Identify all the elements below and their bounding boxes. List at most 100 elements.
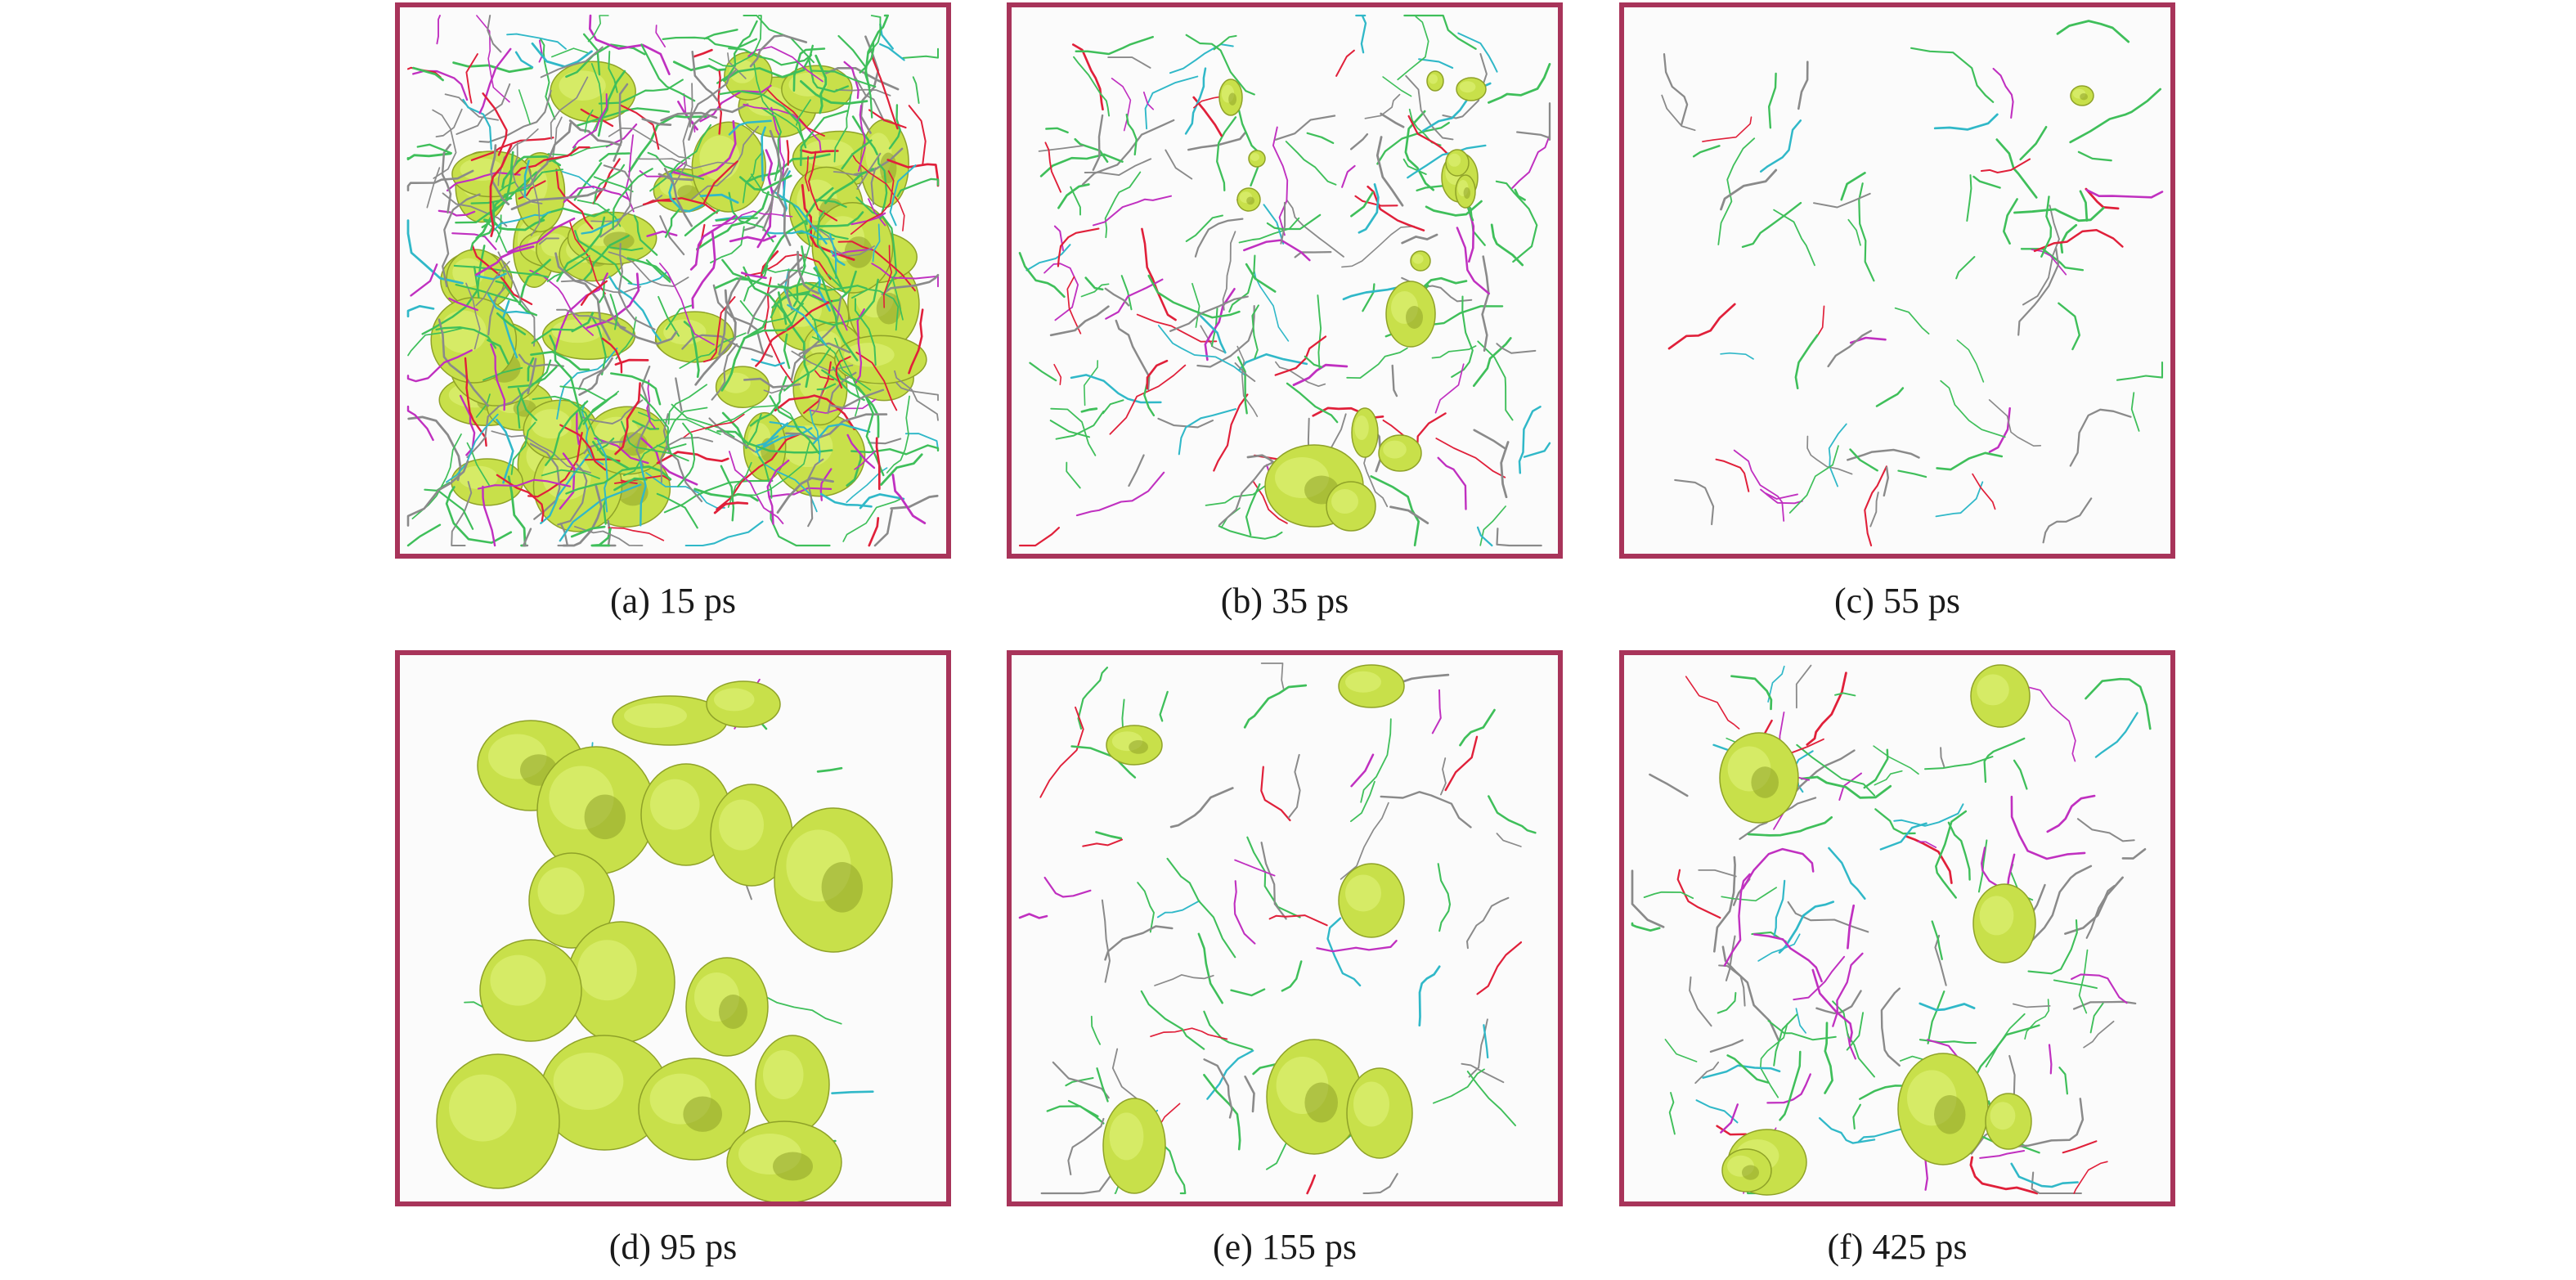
dislocation-line bbox=[819, 468, 832, 501]
void bbox=[1236, 187, 1261, 212]
dislocation-line bbox=[1726, 1054, 1770, 1084]
dislocation-line bbox=[1767, 665, 1785, 703]
dislocation-line bbox=[1828, 423, 1847, 487]
dislocation-line bbox=[1230, 988, 1266, 997]
dislocation-line bbox=[1391, 364, 1398, 397]
dislocation-line bbox=[832, 366, 880, 438]
dislocation-line bbox=[1018, 913, 1048, 919]
dislocation-line bbox=[688, 103, 749, 141]
dislocation-line bbox=[1350, 780, 1376, 823]
dislocation-line bbox=[1082, 838, 1124, 847]
dislocation-line bbox=[2060, 223, 2078, 254]
dislocation-line bbox=[1253, 267, 1290, 342]
dislocation-line bbox=[769, 129, 792, 246]
dislocation-line bbox=[2069, 88, 2162, 144]
dislocation-line bbox=[715, 215, 753, 221]
void bbox=[1719, 732, 1799, 824]
dislocation-line bbox=[912, 76, 920, 104]
dislocation-line bbox=[510, 421, 536, 475]
dislocation-line bbox=[492, 211, 551, 231]
dislocation-line bbox=[1733, 449, 1785, 522]
dislocation-line bbox=[1246, 836, 1301, 918]
dislocation-line bbox=[2017, 247, 2060, 336]
dislocation-line bbox=[1807, 305, 1825, 349]
dislocation-line bbox=[1966, 174, 1972, 222]
dislocation-line bbox=[1834, 692, 1856, 697]
dislocation-line bbox=[2121, 848, 2147, 860]
dislocation-line bbox=[2033, 228, 2124, 253]
dislocation-line bbox=[1840, 172, 1866, 201]
dislocation-line bbox=[1461, 1062, 1505, 1084]
dislocation-line bbox=[769, 395, 820, 455]
dislocation-line bbox=[1206, 1049, 1254, 1100]
dislocation-line bbox=[1674, 478, 1715, 526]
void bbox=[834, 335, 927, 384]
dislocation-line bbox=[446, 413, 499, 483]
dislocation-line bbox=[633, 214, 658, 256]
dislocation-line bbox=[478, 89, 552, 143]
dislocation-line bbox=[1667, 303, 1736, 350]
dislocation-line bbox=[1104, 925, 1174, 961]
dislocation-line bbox=[883, 245, 892, 308]
dislocation-line bbox=[856, 152, 882, 190]
dislocation-line bbox=[740, 272, 767, 280]
dislocation-line bbox=[1477, 340, 1514, 421]
dislocation-line bbox=[1159, 690, 1169, 722]
dislocation-line bbox=[1685, 676, 1740, 730]
void bbox=[1385, 281, 1436, 348]
dislocation-line bbox=[1730, 675, 1773, 711]
dislocation-line bbox=[1306, 1174, 1317, 1195]
dislocation-line bbox=[1934, 934, 1947, 986]
dislocation-line bbox=[1779, 1050, 1802, 1121]
dislocation-line bbox=[859, 493, 905, 510]
dislocation-line bbox=[694, 289, 737, 386]
dislocation-line bbox=[627, 272, 667, 286]
dislocation-line bbox=[662, 413, 703, 502]
dislocation-line bbox=[469, 200, 496, 251]
void bbox=[781, 65, 853, 114]
dislocation-line bbox=[1196, 305, 1255, 368]
dislocation-line bbox=[1055, 410, 1105, 440]
dislocation-line bbox=[702, 160, 738, 205]
dislocation-line bbox=[1243, 684, 1308, 729]
dislocation-line bbox=[496, 312, 527, 335]
dislocation-line bbox=[1157, 325, 1245, 375]
dislocation-line bbox=[1252, 480, 1288, 524]
dislocation-line bbox=[760, 993, 842, 1025]
dislocation-line bbox=[2020, 248, 2085, 272]
void bbox=[774, 807, 893, 953]
simulation-snapshot-b bbox=[1018, 14, 1551, 547]
void bbox=[1985, 1093, 2032, 1150]
dislocation-line bbox=[1203, 1010, 1253, 1051]
dislocation-line bbox=[1818, 1116, 1876, 1144]
dislocation-line bbox=[868, 109, 907, 129]
dislocation-line bbox=[573, 162, 603, 201]
dislocation-line bbox=[1759, 119, 1802, 173]
dislocation-line bbox=[1988, 406, 2011, 453]
dislocation-line bbox=[850, 444, 940, 456]
dislocation-line bbox=[835, 88, 891, 97]
dislocation-line bbox=[800, 80, 868, 106]
dislocation-line bbox=[811, 336, 872, 391]
dislocation-line bbox=[1947, 821, 1971, 881]
void bbox=[1338, 863, 1405, 938]
dislocation-line bbox=[1858, 182, 1875, 282]
dislocation-line bbox=[755, 446, 818, 513]
dislocation-line bbox=[590, 63, 603, 136]
dislocation-line bbox=[442, 193, 481, 288]
dislocation-line bbox=[2022, 204, 2060, 306]
dislocation-line bbox=[875, 437, 881, 491]
dislocation-line bbox=[1919, 1002, 1976, 1012]
dislocation-line bbox=[718, 90, 807, 149]
dislocation-line bbox=[783, 333, 791, 370]
dislocation-line bbox=[755, 299, 832, 367]
dislocation-line bbox=[521, 122, 572, 190]
void-clusters bbox=[1218, 70, 1487, 532]
dislocation-line bbox=[846, 433, 876, 469]
dislocation-line bbox=[810, 70, 877, 88]
dislocation-network bbox=[406, 14, 940, 547]
dislocation-line bbox=[1676, 869, 1721, 919]
dislocation-line bbox=[1757, 933, 1801, 962]
dislocation-line bbox=[1274, 115, 1336, 141]
dislocation-line bbox=[406, 152, 452, 160]
